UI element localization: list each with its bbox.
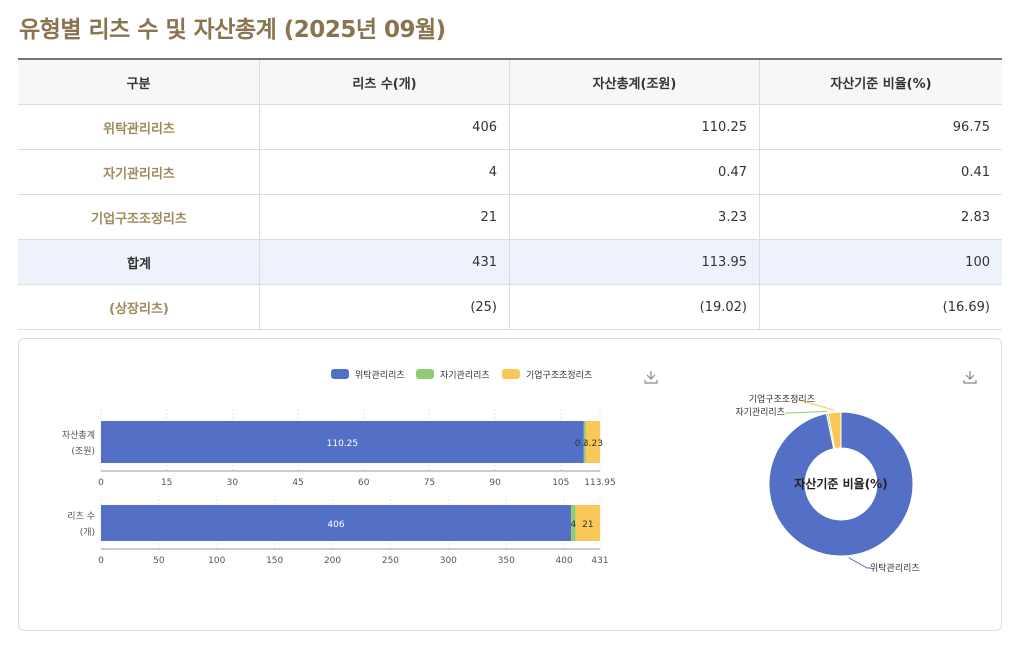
table-row: 기업구조조정리츠 21 3.23 2.83 — [18, 194, 1002, 240]
tick-label: 150 — [266, 556, 283, 566]
tick-label: 200 — [324, 556, 341, 566]
table-row: 위탁관리리츠 406 110.25 96.75 — [18, 104, 1002, 150]
legend-label: 기업구조조정리츠 — [526, 370, 592, 381]
cell-ratio: 0.41 — [759, 149, 1002, 195]
bar-segment — [575, 505, 600, 541]
header-ratio: 자산기준 비율(%) — [759, 58, 1002, 105]
slice-label: 위탁관리리츠 — [870, 562, 920, 574]
cell-count: 21 — [259, 194, 510, 240]
cell-count: (25) — [259, 284, 510, 330]
legend-swatch — [331, 369, 349, 379]
leader-line — [785, 410, 827, 414]
leader-line — [848, 557, 871, 569]
tick-label: 431 — [591, 556, 608, 566]
category-label: 리츠 수 — [67, 511, 95, 522]
row-label: 기업구조조정리츠 — [18, 194, 260, 240]
cell-count: 406 — [259, 104, 510, 150]
category-label: 자산총계 — [62, 429, 95, 441]
data-label: 110.25 — [327, 439, 359, 449]
tick-label: 15 — [161, 478, 172, 488]
slice-label: 기업구조조정리츠 — [749, 394, 815, 405]
data-label: 0.47 — [575, 439, 595, 449]
table-header-row: 구분 리츠 수(개) 자산총계(조원) 자산기준 비율(%) — [18, 58, 1002, 105]
tick-label: 30 — [227, 478, 239, 488]
bar-segment — [101, 505, 572, 541]
tick-label: 45 — [292, 478, 303, 488]
donut-title: 자산기준 비율(%) — [794, 476, 887, 491]
tick-label: 400 — [556, 556, 573, 566]
row-label: 합계 — [18, 239, 260, 285]
tick-label: 100 — [208, 556, 225, 566]
cell-count: 4 — [259, 149, 510, 195]
tick-label: 90 — [489, 478, 501, 488]
data-label: 4 — [571, 520, 577, 530]
table-row-total: 합계 431 113.95 100 — [18, 239, 1002, 285]
tick-label: 50 — [153, 556, 165, 566]
table-row: 자기관리리츠 4 0.47 0.41 — [18, 149, 1002, 195]
bar-segment — [585, 421, 600, 463]
cell-assets: 0.47 — [509, 149, 760, 195]
bar-segment — [571, 505, 576, 541]
pie-slice — [768, 411, 914, 557]
summary-table: 구분 리츠 수(개) 자산총계(조원) 자산기준 비율(%) 위탁관리리츠 40… — [18, 58, 1002, 330]
tick-label: 0 — [98, 556, 104, 566]
cell-assets: 3.23 — [509, 194, 760, 240]
row-label: 위탁관리리츠 — [18, 104, 260, 150]
cell-ratio: 2.83 — [759, 194, 1002, 240]
tick-label: 250 — [382, 556, 399, 566]
bar-segment — [101, 421, 584, 463]
data-label: 21 — [582, 520, 593, 530]
legend-swatch — [416, 369, 434, 379]
legend-swatch — [502, 369, 520, 379]
cell-assets: (19.02) — [509, 284, 760, 330]
cell-count: 431 — [259, 239, 510, 285]
tick-label: 113.95 — [584, 478, 616, 488]
tick-label: 300 — [440, 556, 457, 566]
row-label: 자기관리리츠 — [18, 149, 260, 195]
bar-segment — [583, 421, 586, 463]
download-icon — [644, 371, 658, 384]
chart-panel: 위탁관리리츠 자기관리리츠 기업구조조정리츠 110.25 0.47 3.23 0 15 30 4… — [18, 338, 1002, 631]
slice-label: 자기관리리츠 — [735, 407, 785, 418]
tick-label: 60 — [358, 478, 370, 488]
leader-line — [795, 399, 835, 411]
row-label: (상장리츠) — [18, 284, 260, 330]
tick-label: 105 — [552, 478, 569, 488]
cell-assets: 110.25 — [509, 104, 760, 150]
tick-label: 350 — [498, 556, 515, 566]
data-label: 3.23 — [583, 439, 603, 449]
legend-label: 자기관리리츠 — [440, 370, 490, 381]
pie-slice — [827, 411, 842, 450]
tick-label: 0 — [98, 478, 104, 488]
data-label: 406 — [327, 520, 344, 530]
download-icon — [963, 371, 977, 384]
cell-ratio: 100 — [759, 239, 1002, 285]
cell-assets: 113.95 — [509, 239, 760, 285]
tick-label: 75 — [424, 478, 435, 488]
cell-ratio: (16.69) — [759, 284, 1002, 330]
header-count: 리츠 수(개) — [259, 58, 510, 105]
category-label: (조원) — [71, 446, 95, 457]
category-label: (개) — [80, 527, 95, 538]
header-category: 구분 — [18, 58, 260, 105]
table-row: (상장리츠) (25) (19.02) (16.69) — [18, 284, 1002, 330]
page-title: 유형별 리츠 수 및 자산총계 (2025년 09월) — [19, 17, 446, 43]
header-assets: 자산총계(조원) — [509, 58, 760, 105]
cell-ratio: 96.75 — [759, 104, 1002, 150]
legend-label: 위탁관리리츠 — [355, 369, 405, 381]
